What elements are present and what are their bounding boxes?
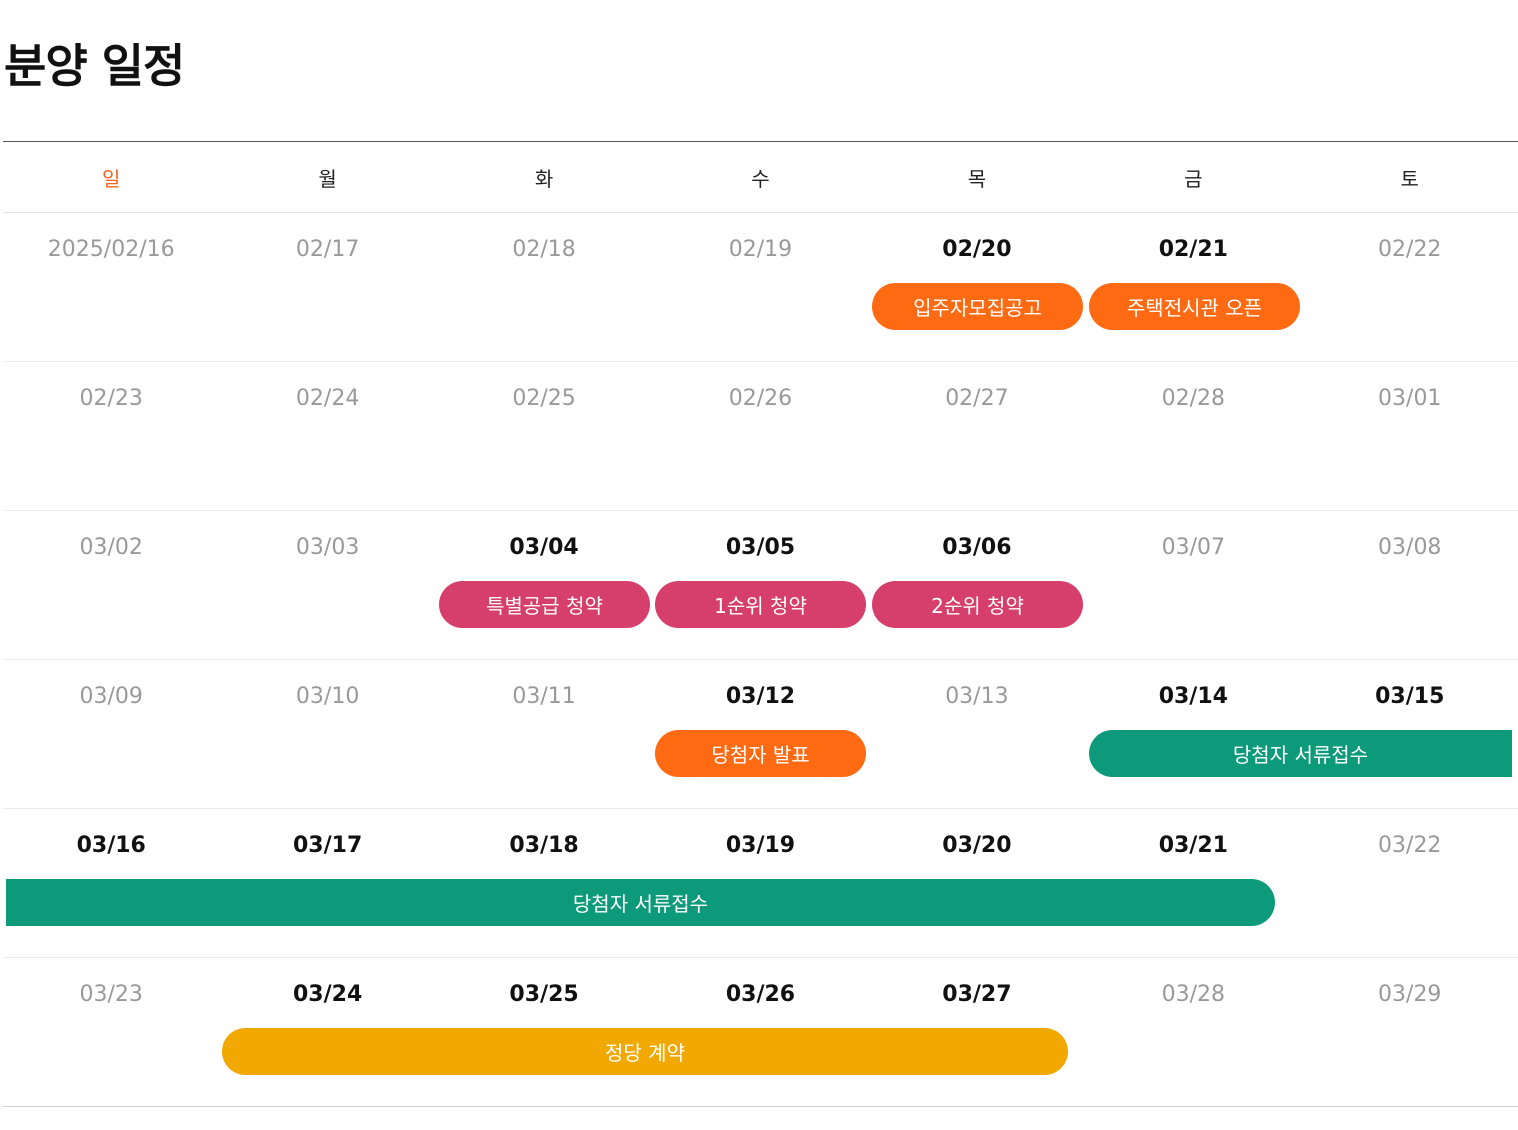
date-cell-with-event: 03/15 — [1375, 684, 1445, 709]
date-cell: 03/29 — [1378, 982, 1442, 1007]
date-cell: 02/28 — [1161, 386, 1226, 411]
date-cell: 03/09 — [79, 684, 143, 709]
date-cell-with-event: 02/21 — [1158, 237, 1228, 262]
weekday-fri: 금 — [1184, 166, 1203, 191]
date-cell-with-event: 03/06 — [942, 535, 1012, 560]
event-document-submission-cont[interactable]: 당첨자 서류접수 — [6, 879, 1275, 926]
date-cell: 02/23 — [79, 386, 143, 411]
date-cell-with-event: 03/27 — [942, 982, 1012, 1007]
weekday-tue: 화 — [534, 166, 554, 191]
weekday-wed: 수 — [751, 166, 770, 191]
event-contract[interactable]: 정당 계약 — [222, 1028, 1068, 1075]
date-cell-with-event: 03/14 — [1158, 684, 1228, 709]
date-cell-with-event: 03/26 — [725, 982, 796, 1007]
weekday-thu: 목 — [967, 166, 987, 191]
date-cell-with-event: 03/19 — [725, 833, 796, 858]
date-cell-with-event: 03/16 — [76, 833, 146, 858]
date-cell: 02/19 — [728, 237, 793, 262]
event-document-submission[interactable]: 당첨자 서류접수 — [1089, 730, 1512, 777]
date-cell: 03/11 — [512, 684, 576, 709]
weekday-mon: 월 — [318, 166, 337, 191]
date-cell: 03/01 — [1378, 386, 1442, 411]
date-cell-with-event: 03/24 — [293, 982, 363, 1007]
date-cell: 02/24 — [295, 386, 360, 411]
date-cell: 02/17 — [295, 237, 360, 262]
date-cell-with-event: 03/12 — [725, 684, 796, 709]
page-title: 분양 일정 — [4, 39, 185, 93]
week-row: 03/23 03/24 03/25 03/26 03/27 03/28 03/2… — [3, 958, 1518, 1107]
week-row: 03/16 03/17 03/18 03/19 03/20 03/21 03/2… — [3, 809, 1518, 958]
date-cell-with-event: 02/20 — [942, 237, 1012, 262]
date-cell: 03/02 — [79, 535, 143, 560]
week-row: 03/02 03/03 03/04 03/05 03/06 03/07 03/0… — [3, 511, 1518, 660]
date-cell-with-event: 03/25 — [509, 982, 579, 1007]
event-special-supply[interactable]: 특별공급 청약 — [439, 581, 650, 628]
date-cell-with-event: 03/18 — [509, 833, 579, 858]
date-cell: 02/22 — [1378, 237, 1442, 262]
date-cell-with-event: 03/17 — [293, 833, 363, 858]
date-cell-with-event: 03/04 — [509, 535, 579, 560]
date-cell-with-event: 03/20 — [942, 833, 1012, 858]
date-cell: 02/27 — [945, 386, 1009, 411]
week-row: 03/09 03/10 03/11 03/12 03/13 03/14 03/1… — [3, 660, 1518, 809]
weekday-sun: 일 — [102, 166, 121, 191]
event-winner-announcement[interactable]: 당첨자 발표 — [655, 730, 866, 777]
date-cell: 03/10 — [295, 684, 360, 709]
weekday-header: 일 월 화 수 목 금 토 — [3, 142, 1518, 213]
date-cell-with-event: 03/21 — [1158, 833, 1228, 858]
date-cell: 03/03 — [295, 535, 360, 560]
weekday-sat: 토 — [1400, 166, 1419, 191]
date-cell: 03/22 — [1378, 833, 1442, 858]
date-cell: 03/13 — [945, 684, 1009, 709]
date-cell: 02/26 — [728, 386, 793, 411]
date-cell: 02/25 — [512, 386, 576, 411]
date-cell: 03/08 — [1378, 535, 1442, 560]
week-row: 02/23 02/24 02/25 02/26 02/27 02/28 03/0… — [3, 362, 1518, 511]
date-cell: 03/23 — [79, 982, 143, 1007]
date-cell: 02/18 — [512, 237, 576, 262]
event-move-in-notice[interactable]: 입주자모집공고 — [872, 283, 1083, 330]
event-model-house-open[interactable]: 주택전시관 오픈 — [1089, 283, 1300, 330]
date-cell: 03/28 — [1161, 982, 1226, 1007]
event-second-priority[interactable]: 2순위 청약 — [872, 581, 1083, 628]
date-cell: 2025/02/16 — [47, 237, 175, 262]
event-first-priority[interactable]: 1순위 청약 — [655, 581, 866, 628]
schedule-calendar: 일 월 화 수 목 금 토 2025/02/16 02/17 02/18 02/… — [3, 141, 1518, 1107]
week-row: 2025/02/16 02/17 02/18 02/19 02/20 02/21… — [3, 213, 1518, 362]
date-cell: 03/07 — [1161, 535, 1226, 560]
date-cell-with-event: 03/05 — [725, 535, 796, 560]
